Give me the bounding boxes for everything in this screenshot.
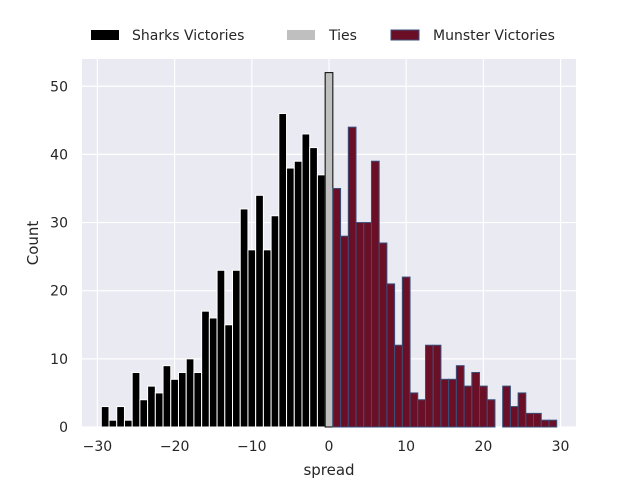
y-tick-label: 0 (59, 420, 68, 436)
bar-munster (525, 412, 535, 428)
bar-munster (424, 344, 434, 428)
bar-ties (324, 72, 334, 428)
bar-sharks (316, 174, 326, 428)
x-tick-label: −10 (237, 439, 267, 455)
y-tick-label: 10 (50, 352, 68, 368)
x-tick-label: 10 (397, 439, 415, 455)
bar-sharks (185, 358, 195, 428)
bar-munster (479, 385, 488, 428)
bar-munster (517, 392, 527, 428)
bar-sharks (193, 371, 203, 428)
bar-sharks (116, 406, 125, 428)
bar-munster (440, 378, 450, 428)
bar-munster (363, 222, 372, 428)
x-axis-label: spread (303, 461, 354, 479)
legend-swatch-sharks (91, 30, 119, 40)
bar-munster (463, 385, 473, 428)
bar-munster (455, 365, 465, 428)
legend-swatch-ties (287, 30, 315, 40)
bar-munster (347, 126, 357, 428)
bar-sharks (201, 310, 210, 428)
bars (100, 72, 558, 428)
bar-sharks (278, 113, 288, 428)
legend-label-ties: Ties (328, 28, 357, 44)
bar-sharks (270, 215, 280, 428)
y-tick-label: 20 (50, 284, 68, 300)
bar-sharks (301, 133, 311, 428)
bar-munster (370, 160, 380, 428)
bar-sharks (262, 249, 272, 428)
legend-label-munster: Munster Victories (433, 28, 555, 44)
bar-munster (355, 222, 365, 428)
bar-sharks (108, 419, 118, 428)
tick-labels: −30 −20 −10 0 10 20 30 0 10 20 30 40 50 (50, 79, 569, 455)
bar-munster (394, 344, 403, 428)
legend-swatch-munster (390, 29, 420, 41)
bar-sharks (177, 371, 187, 428)
x-tick-label: 20 (474, 439, 492, 455)
bar-sharks (162, 365, 172, 428)
y-axis-label: Count (24, 221, 42, 266)
bar-munster (332, 187, 342, 428)
bar-munster (502, 385, 511, 428)
bar-munster (378, 242, 388, 428)
x-tick-label: 0 (325, 439, 334, 455)
y-tick-label: 30 (50, 216, 68, 232)
bar-munster (448, 378, 457, 428)
bar-munster (509, 406, 519, 428)
bar-sharks (247, 249, 257, 428)
y-tick-label: 50 (50, 79, 68, 95)
bar-munster (386, 283, 396, 428)
bar-munster (409, 392, 419, 428)
bar-sharks (208, 317, 218, 428)
bar-munster (401, 276, 411, 428)
bar-sharks (309, 147, 318, 428)
bar-munster (471, 371, 481, 428)
bar-munster (486, 399, 496, 428)
y-tick-label: 40 (50, 147, 68, 163)
x-tick-label: −30 (83, 439, 113, 455)
bar-munster (548, 419, 558, 428)
bar-sharks (239, 208, 249, 428)
bar-sharks (170, 378, 179, 428)
bar-sharks (154, 392, 164, 428)
bar-sharks (147, 385, 156, 428)
bar-sharks (100, 406, 110, 428)
bar-sharks (293, 160, 303, 428)
x-tick-label: 30 (552, 439, 570, 455)
bar-sharks (255, 194, 264, 428)
bar-munster (533, 412, 542, 428)
bar-munster (540, 419, 550, 428)
x-tick-label: −20 (160, 439, 190, 455)
bar-munster (417, 399, 426, 428)
bar-sharks (232, 269, 241, 428)
legend: Sharks Victories Ties Munster Victories (91, 28, 555, 44)
bar-sharks (123, 419, 133, 428)
legend-label-sharks: Sharks Victories (132, 28, 244, 44)
bar-sharks (216, 269, 226, 428)
bar-munster (432, 344, 442, 428)
bar-sharks (131, 371, 141, 428)
bar-munster (340, 235, 349, 428)
bar-sharks (224, 324, 234, 428)
bar-sharks (139, 399, 149, 428)
bar-sharks (286, 167, 295, 428)
